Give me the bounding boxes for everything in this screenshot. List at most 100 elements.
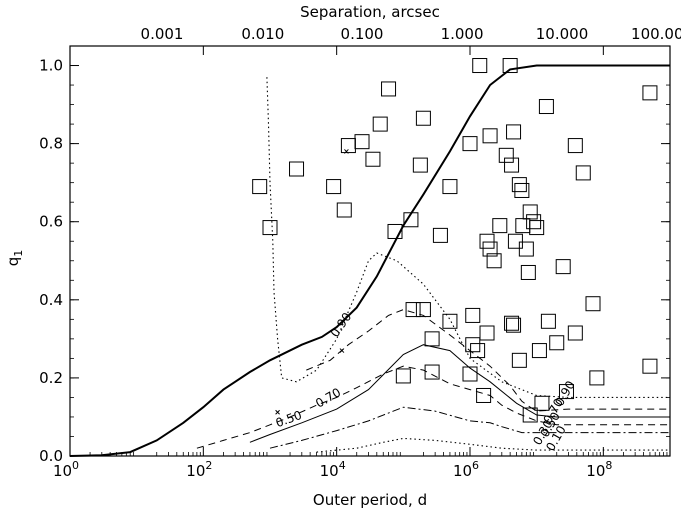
x-tick-label: 102: [186, 459, 212, 480]
data-point: [482, 241, 498, 257]
data-point: [486, 253, 502, 269]
x-tick-base: 10: [186, 462, 205, 480]
data-point: [387, 223, 403, 239]
curve-dashed: [306, 309, 670, 412]
y-tick-label: 0.8: [39, 135, 63, 153]
data-point: [642, 85, 658, 101]
data-point: [531, 343, 547, 359]
data-point: [506, 317, 522, 333]
x-tick-base: 10: [586, 462, 605, 480]
y-tick-label: 0.0: [39, 447, 63, 465]
x-tick-label: 104: [320, 459, 346, 480]
y-axis-title-sub: 1: [12, 250, 25, 257]
y-axis-title-main: q: [4, 257, 22, 267]
curve-dotted: [266, 77, 670, 398]
contour-label: 0.70: [313, 385, 343, 410]
data-points: [252, 58, 658, 423]
x-tick-exp: 2: [205, 459, 212, 472]
data-point: [395, 368, 411, 384]
data-point: [365, 151, 381, 167]
data-point: [381, 81, 397, 97]
y-tick-label: 0.6: [39, 213, 63, 231]
data-point: [479, 233, 495, 249]
x-tick-exp: 8: [605, 459, 612, 472]
top-tick-label: 0.010: [241, 25, 284, 43]
top-tick-label: 0.001: [141, 25, 184, 43]
x-tick-label: 100: [53, 459, 79, 480]
data-point: [502, 58, 518, 74]
data-point: [534, 395, 550, 411]
x-axis-title: Outer period, d: [313, 491, 427, 509]
data-point: [540, 313, 556, 329]
top-tick-label: 100.000: [631, 25, 681, 43]
data-point: [515, 218, 531, 234]
data-point: [479, 325, 495, 341]
plot-area: [69, 45, 671, 457]
x-tick-exp: 6: [472, 459, 479, 472]
data-point: [506, 124, 522, 140]
data-point: [492, 218, 508, 234]
x-tick-exp: 4: [339, 459, 346, 472]
data-point: [462, 366, 478, 382]
data-point: [465, 307, 481, 323]
data-point: [252, 179, 268, 195]
data-point: [520, 264, 536, 280]
data-point: [522, 407, 538, 423]
data-point: [482, 128, 498, 144]
data-point: [354, 134, 370, 150]
data-point: [415, 110, 431, 126]
y-tick-label: 0.4: [39, 291, 63, 309]
data-point: [476, 387, 492, 403]
data-point: [585, 296, 601, 312]
data-point: [504, 157, 520, 173]
y-axis-title: q1: [4, 250, 25, 267]
data-point: [558, 384, 574, 400]
data-point: [340, 138, 356, 154]
data-point: [415, 302, 431, 318]
data-point: [412, 157, 428, 173]
data-point: [522, 204, 538, 220]
data-point: [575, 165, 591, 181]
y-tick-label: 1.0: [39, 57, 63, 75]
curve-dashed: [196, 365, 670, 449]
y-tick-label: 0.2: [39, 369, 63, 387]
data-point: [424, 331, 440, 347]
x-tick-base: 10: [320, 462, 339, 480]
data-point: [289, 161, 305, 177]
x-tick-base: 10: [453, 462, 472, 480]
data-point: [405, 302, 421, 318]
contour-curves: 0.900.700.500.900.700.500.300.10: [69, 64, 670, 457]
data-point: [472, 58, 488, 74]
curve-solid-thick: [69, 64, 670, 457]
data-point: [326, 179, 342, 195]
data-point: [567, 138, 583, 154]
top-tick-label: 0.100: [341, 25, 384, 43]
top-tick-label: 1.000: [441, 25, 484, 43]
data-point: [538, 99, 554, 115]
data-point: [642, 358, 658, 374]
x-tick-exp: 0: [72, 459, 79, 472]
data-point: [442, 313, 458, 329]
data-point: [555, 259, 571, 275]
data-point: [403, 212, 419, 228]
data-point: [462, 136, 478, 152]
data-point: [567, 325, 583, 341]
curve-solid-thin: [249, 344, 670, 443]
data-point: [470, 343, 486, 359]
curve-dashdot: [269, 406, 670, 449]
data-point: [465, 337, 481, 353]
cross-marker: [339, 348, 345, 353]
data-point: [507, 233, 523, 249]
x-tick-label: 108: [586, 459, 612, 480]
x-tick-label: 106: [453, 459, 479, 480]
data-point: [442, 179, 458, 195]
data-point: [589, 370, 605, 386]
data-point: [526, 214, 542, 230]
data-point: [424, 364, 440, 380]
axis-ticks: [69, 46, 670, 457]
x-tick-base: 10: [53, 462, 72, 480]
data-point: [511, 177, 527, 193]
data-point: [336, 202, 352, 218]
